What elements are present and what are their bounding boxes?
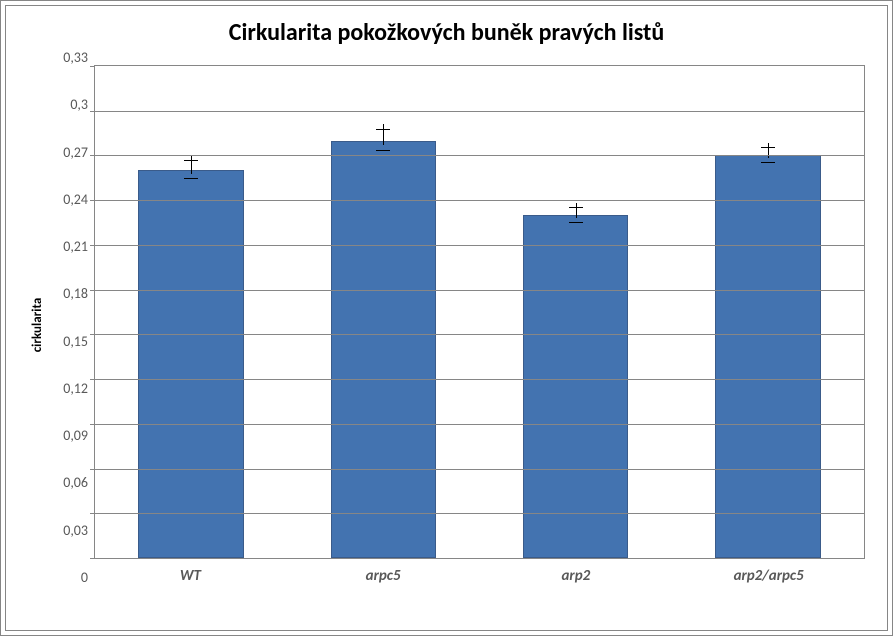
error-cap-bottom	[761, 162, 775, 163]
bar	[331, 141, 437, 558]
error-cap-top	[761, 147, 775, 148]
error-cap-bottom	[184, 178, 198, 179]
chart-outer-frame: Cirkularita pokožkových buněk pravých li…	[0, 0, 893, 636]
x-tick: WT	[94, 567, 287, 585]
bar-slot	[672, 66, 864, 558]
error-cap-top	[376, 129, 390, 130]
bar-slot	[480, 66, 672, 558]
gridline	[95, 200, 864, 201]
y-tickmark	[90, 334, 95, 335]
gridline	[95, 424, 864, 425]
y-tickmark	[90, 424, 95, 425]
gridline	[95, 290, 864, 291]
bar	[138, 170, 244, 558]
y-tickmark	[90, 290, 95, 291]
y-tickmark	[90, 513, 95, 514]
x-axis: WTarpc5arp2arp2/arpc5	[94, 559, 865, 585]
error-bar	[576, 203, 577, 218]
bar-slot	[287, 66, 479, 558]
gridline	[95, 469, 864, 470]
y-tickmark	[90, 66, 95, 67]
chart-inner-frame: Cirkularita pokožkových buněk pravých li…	[5, 5, 888, 631]
gridline	[95, 245, 864, 246]
chart-body: cirkularita 0,330,30,270,240,210,180,150…	[28, 65, 865, 585]
y-axis-label: cirkularita	[30, 298, 45, 353]
x-tick: arpc5	[287, 567, 480, 585]
plot-area	[94, 65, 865, 559]
gridline	[95, 379, 864, 380]
plot-wrap: WTarpc5arp2arp2/arpc5	[94, 65, 865, 585]
gridline	[95, 513, 864, 514]
y-tickmark	[90, 155, 95, 156]
bar-slot	[95, 66, 287, 558]
x-tick: arp2	[480, 567, 673, 585]
gridline	[95, 111, 864, 112]
bar	[715, 155, 821, 558]
y-tickmark	[90, 111, 95, 112]
error-cap-bottom	[376, 150, 390, 151]
chart-title: Cirkularita pokožkových buněk pravých li…	[28, 18, 865, 47]
y-axis: 0,330,30,270,240,210,180,150,120,090,060…	[44, 65, 94, 585]
x-tick: arp2/arpc5	[672, 567, 865, 585]
y-tickmark	[90, 245, 95, 246]
gridline	[95, 155, 864, 156]
error-cap-top	[569, 207, 583, 208]
bar	[523, 215, 629, 558]
gridline	[95, 334, 864, 335]
error-cap-top	[184, 160, 198, 161]
error-bar	[191, 156, 192, 174]
error-bar	[383, 124, 384, 145]
y-tickmark	[90, 558, 95, 559]
y-tickmark	[90, 379, 95, 380]
y-tickmark	[90, 200, 95, 201]
bars-container	[95, 66, 864, 558]
y-tickmark	[90, 469, 95, 470]
error-cap-bottom	[569, 222, 583, 223]
